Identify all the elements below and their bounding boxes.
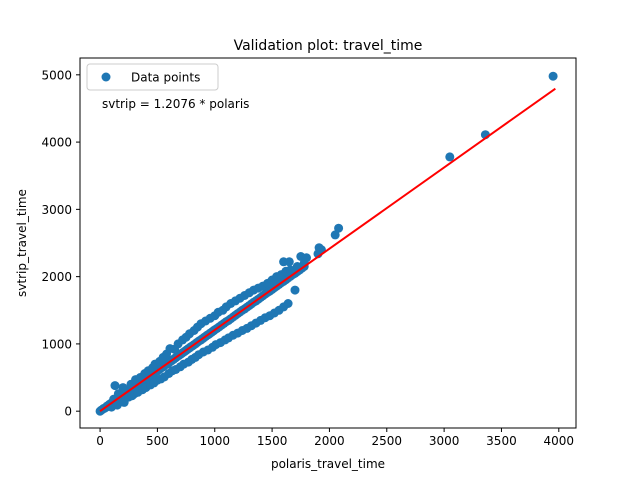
x-tick-label: 500: [146, 434, 169, 448]
plot-area-frame: [79, 57, 577, 429]
chart-title: Validation plot: travel_time: [234, 38, 423, 54]
data-point: [334, 223, 344, 233]
fit-equation-annotation: svtrip = 1.2076 * polaris: [102, 97, 249, 111]
y-tick-label: 5000: [41, 68, 72, 82]
x-tick-label: 3500: [486, 434, 517, 448]
y-axis-label: svtrip_travel_time: [15, 189, 29, 297]
y-tick-label: 0: [64, 405, 72, 419]
data-point: [290, 285, 300, 295]
data-point: [285, 265, 295, 275]
data-point: [445, 152, 455, 162]
y-tick-label: 4000: [41, 136, 72, 150]
legend-marker: [101, 72, 111, 82]
x-tick-label: 1000: [199, 434, 230, 448]
y-tick-label: 2000: [41, 270, 72, 284]
data-point: [302, 253, 311, 263]
data-point: [283, 299, 293, 308]
x-axis-label: polaris_travel_time: [271, 457, 385, 471]
chart-marks: [95, 71, 558, 416]
x-tick-label: 3000: [429, 434, 460, 448]
legend-box: [86, 63, 219, 91]
x-tick-label: 2000: [314, 434, 345, 448]
x-tick-label: 2500: [372, 434, 403, 448]
x-tick-label: 0: [96, 434, 104, 448]
x-axis: 0 500 1000 1500 2000 2500 3000 3500 4000: [96, 428, 574, 448]
legend-label: Data points: [131, 71, 200, 85]
data-point: [110, 381, 120, 391]
legend: Data points: [86, 63, 219, 91]
x-tick-label: 4000: [544, 434, 575, 448]
y-tick-label: 3000: [41, 203, 72, 217]
data-point: [330, 230, 340, 240]
y-axis: 0 1000 2000 3000 4000 5000: [41, 68, 80, 419]
y-tick-label: 1000: [41, 337, 72, 351]
data-point: [548, 71, 558, 81]
data-point: [284, 257, 294, 267]
x-tick-label: 1500: [257, 434, 288, 448]
fit-line: [99, 87, 556, 412]
